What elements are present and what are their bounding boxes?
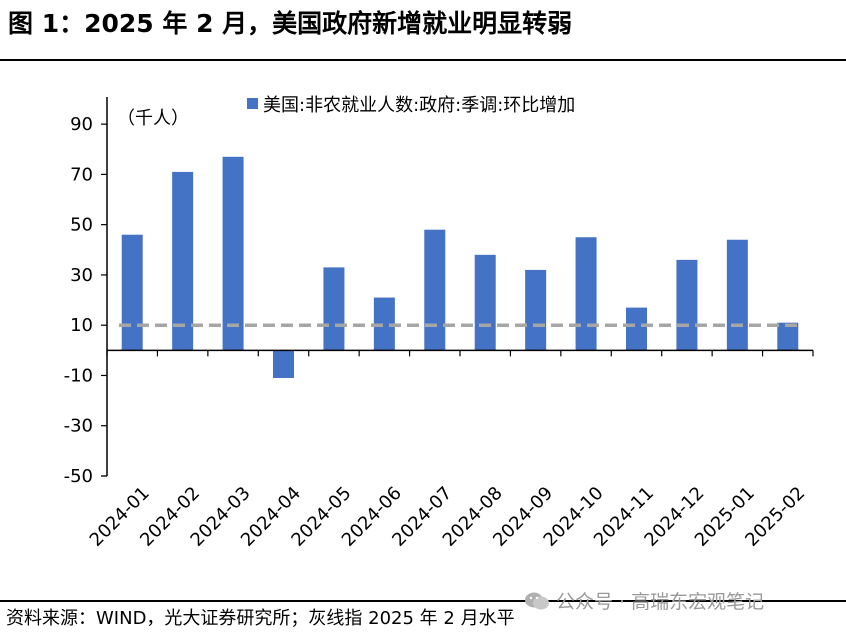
figure-title: 图 1：2025 年 2 月，美国政府新增就业明显转弱 [8,9,573,38]
bar-2024-02 [172,171,194,351]
bar-2024-06 [373,297,395,351]
bar-2024-01 [121,234,143,351]
bar-2024-07 [424,229,446,351]
source-note: 资料来源：WIND，光大证券研究所；灰线指 2025 年 2 月水平 [6,608,515,629]
footer-divider [0,600,846,602]
watermark: 公众号 · 高瑞东宏观笔记 [524,587,764,614]
bar-2025-02 [777,322,799,351]
wechat-icon [525,592,549,609]
bar-2024-09 [525,269,547,351]
title-divider [0,59,846,61]
bar-2024-12 [676,259,698,351]
y-tick-label: 70 [70,164,93,185]
y-tick-label: -50 [64,466,93,487]
y-tick-label: 30 [70,265,93,286]
y-tick-label: 10 [70,315,93,336]
legend: 美国:非农就业人数:政府:季调:环比增加 [247,95,575,116]
bars [121,156,799,378]
bar-2025-01 [726,239,748,351]
bar-2024-04 [273,350,294,378]
y-tick-label: -10 [64,365,93,386]
bar-2024-05 [323,267,345,351]
bar-2024-10 [575,237,597,351]
unit-label: （千人） [117,108,189,129]
watermark-text: 公众号 · 高瑞东宏观笔记 [556,591,765,613]
bar-2024-11 [626,307,647,351]
y-tick-label: 50 [70,215,93,236]
y-tick-label: -30 [64,416,93,437]
y-tick-label: 90 [70,114,93,135]
legend-swatch [247,98,258,109]
y-axis: 90 70 50 30 10 -10 -30 -50 [64,97,108,487]
bar-2024-08 [474,254,496,351]
legend-label: 美国:非农就业人数:政府:季调:环比增加 [263,95,575,116]
bar-2024-03 [222,156,244,351]
bar-chart: 90 70 50 30 10 -10 -30 -50 2024-012024-022024-0… [64,95,814,551]
x-axis: 2024-012024-022024-032024-042024-052024-… [86,349,814,551]
